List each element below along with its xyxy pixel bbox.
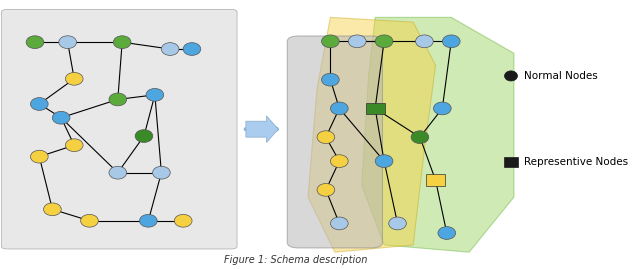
Ellipse shape xyxy=(504,71,518,81)
Ellipse shape xyxy=(330,102,348,115)
Ellipse shape xyxy=(135,130,153,142)
Ellipse shape xyxy=(65,72,83,85)
Ellipse shape xyxy=(113,36,131,49)
Text: Normal Nodes: Normal Nodes xyxy=(524,71,598,81)
Ellipse shape xyxy=(26,36,44,49)
Ellipse shape xyxy=(146,89,164,101)
Ellipse shape xyxy=(183,43,201,55)
Ellipse shape xyxy=(152,166,170,179)
Ellipse shape xyxy=(65,139,83,152)
Ellipse shape xyxy=(375,35,393,48)
FancyArrow shape xyxy=(246,116,278,143)
Ellipse shape xyxy=(433,102,451,115)
Ellipse shape xyxy=(140,214,157,227)
Ellipse shape xyxy=(388,217,406,230)
Text: Figure 1: Schema description: Figure 1: Schema description xyxy=(224,255,367,265)
Ellipse shape xyxy=(411,131,429,144)
Ellipse shape xyxy=(415,35,433,48)
Ellipse shape xyxy=(442,35,460,48)
FancyBboxPatch shape xyxy=(426,174,445,186)
Ellipse shape xyxy=(31,98,48,110)
FancyBboxPatch shape xyxy=(504,157,518,167)
Ellipse shape xyxy=(348,35,366,48)
FancyBboxPatch shape xyxy=(365,102,385,114)
Ellipse shape xyxy=(109,93,127,106)
FancyBboxPatch shape xyxy=(1,9,237,249)
Ellipse shape xyxy=(31,150,48,163)
Ellipse shape xyxy=(161,43,179,55)
Ellipse shape xyxy=(44,203,61,216)
Ellipse shape xyxy=(321,73,339,86)
Ellipse shape xyxy=(438,226,456,239)
FancyBboxPatch shape xyxy=(287,36,383,248)
Ellipse shape xyxy=(317,183,335,196)
Ellipse shape xyxy=(330,217,348,230)
Ellipse shape xyxy=(321,35,339,48)
Ellipse shape xyxy=(317,131,335,144)
Ellipse shape xyxy=(109,166,127,179)
Ellipse shape xyxy=(81,214,99,227)
Ellipse shape xyxy=(375,155,393,168)
Ellipse shape xyxy=(59,36,77,49)
Text: Representive Nodes: Representive Nodes xyxy=(524,157,628,167)
Polygon shape xyxy=(308,17,436,252)
Polygon shape xyxy=(362,17,514,252)
Ellipse shape xyxy=(52,111,70,124)
Ellipse shape xyxy=(174,214,192,227)
Ellipse shape xyxy=(330,155,348,168)
